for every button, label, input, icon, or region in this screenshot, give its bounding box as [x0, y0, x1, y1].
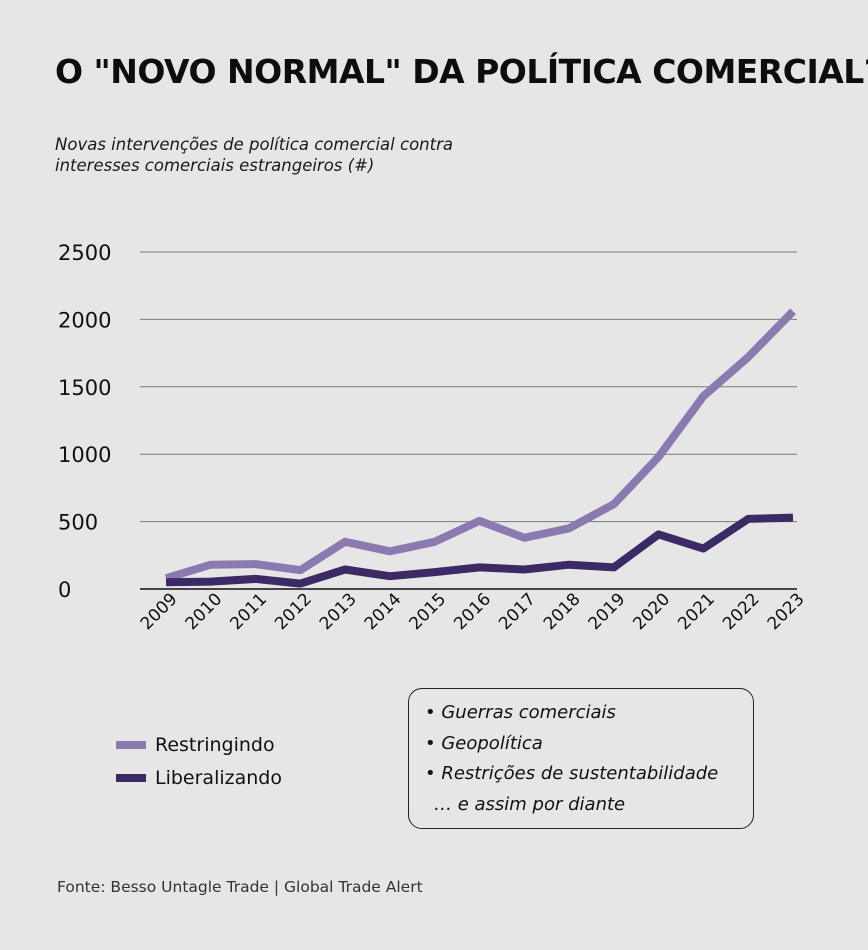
x-tick-label-2011: 2011	[226, 589, 271, 634]
series-line-liberalizando	[165, 513, 794, 588]
x-tick-label-2021: 2021	[674, 589, 719, 634]
legend-label-liberalizando: Liberalizando	[155, 766, 282, 789]
annotation-item: … e assim por diante	[434, 793, 626, 815]
y-tick-label-1000: 1000	[58, 443, 111, 467]
x-tick-label-2010: 2010	[182, 589, 227, 634]
x-tick-label-2012: 2012	[271, 589, 316, 634]
annotation-item: • Geopolítica	[425, 732, 543, 754]
x-tick-label-2016: 2016	[450, 589, 495, 634]
y-tick-label-0: 0	[58, 578, 71, 602]
subtitle-line-1: Novas intervenções de política comercial…	[55, 135, 453, 154]
x-tick-label-2020: 2020	[629, 589, 674, 634]
legend: Restringindo Liberalizando	[116, 728, 282, 794]
y-tick-label-1500: 1500	[58, 376, 111, 400]
legend-item-liberalizando: Liberalizando	[116, 761, 282, 794]
x-tick-label-2017: 2017	[495, 589, 540, 634]
y-tick-label-500: 500	[58, 511, 98, 535]
annotation-box: • Guerras comerciais • Geopolítica • Res…	[408, 688, 754, 829]
y-tick-label-2500: 2500	[58, 241, 111, 265]
x-tick-label-2018: 2018	[540, 589, 585, 634]
annotation-item: • Restrições de sustentabilidade	[425, 763, 719, 784]
x-tick-label-2014: 2014	[361, 589, 406, 634]
chart-title: O "NOVO NORMAL" DA POLÍTICA COMERCIAL?	[55, 52, 868, 91]
x-tick-label-2022: 2022	[719, 589, 764, 634]
x-tick-label-2013: 2013	[316, 589, 361, 634]
legend-swatch-liberalizando	[116, 773, 146, 782]
source-note: Fonte: Besso Untagle Trade | Global Trad…	[57, 878, 423, 896]
x-tick-label-2009: 2009	[137, 589, 182, 634]
series-line-restringindo	[164, 308, 796, 583]
legend-swatch-restringindo	[116, 740, 146, 749]
legend-item-restringindo: Restringindo	[116, 728, 282, 761]
legend-label-restringindo: Restringindo	[155, 733, 275, 756]
x-tick-label-2023: 2023	[764, 589, 809, 634]
subtitle-line-2: interesses comerciais estrangeiros (#)	[55, 156, 375, 175]
x-tick-label-2015: 2015	[406, 589, 451, 634]
y-tick-label-2000: 2000	[58, 308, 111, 332]
chart-subtitle: Novas intervenções de política comercial…	[55, 134, 575, 176]
annotation-item: • Guerras comerciais	[425, 702, 616, 723]
x-tick-label-2019: 2019	[585, 589, 630, 634]
